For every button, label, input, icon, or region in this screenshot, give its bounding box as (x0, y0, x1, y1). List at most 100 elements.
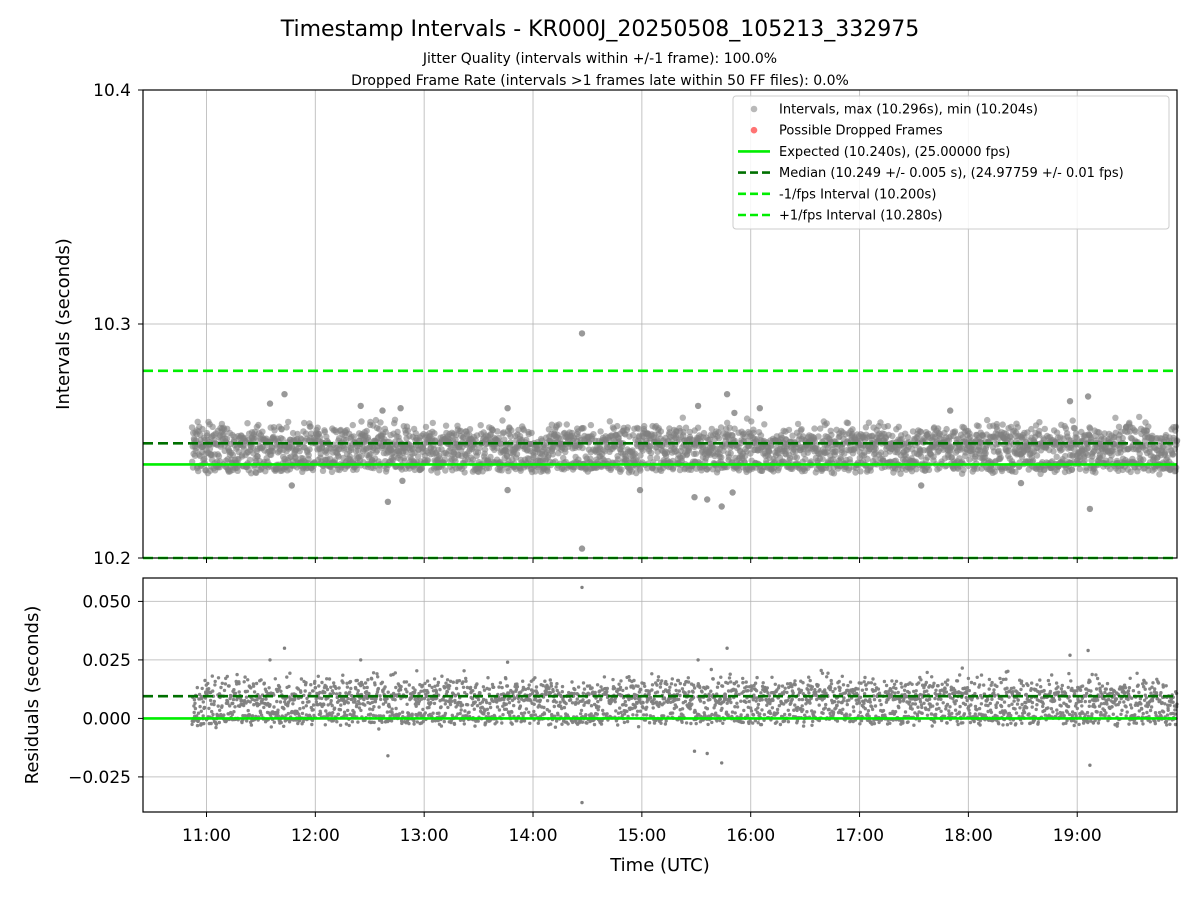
interval-point (844, 419, 852, 427)
residual-point (473, 700, 477, 704)
interval-point (1069, 417, 1076, 424)
interval-point (424, 457, 431, 464)
residual-point (691, 690, 695, 694)
residual-point (323, 690, 327, 695)
interval-point (314, 424, 321, 431)
residual-point (663, 722, 668, 726)
interval-point (394, 428, 401, 436)
residual-point (347, 723, 351, 728)
interval-point (1169, 451, 1177, 458)
residual-point (524, 707, 529, 711)
residual-point (377, 727, 381, 731)
residual-point (394, 685, 398, 690)
residual-point (211, 689, 215, 693)
interval-point (499, 417, 506, 424)
residual-point (579, 708, 584, 713)
interval-point (323, 449, 330, 456)
residual-point (432, 701, 437, 706)
residual-point (385, 697, 389, 701)
residual-point (202, 721, 206, 726)
interval-point (727, 450, 734, 457)
interval-point (244, 420, 251, 427)
interval-point (657, 428, 665, 435)
interval-point (798, 426, 805, 433)
residual-point (288, 671, 292, 675)
residual-point (216, 704, 220, 708)
interval-point (1156, 471, 1163, 478)
residual-point (560, 684, 565, 689)
residual-point (710, 720, 714, 725)
interval-point (477, 422, 484, 429)
residual-point (206, 681, 210, 686)
residual-point (547, 686, 551, 691)
interval-point (555, 421, 563, 428)
residual-point (645, 705, 649, 709)
residual-point (273, 677, 277, 681)
interval-point (679, 414, 686, 421)
residual-point (355, 702, 359, 707)
interval-point (283, 424, 290, 431)
residual-point (622, 720, 627, 725)
residual-point (320, 680, 324, 685)
residual-point (605, 686, 609, 691)
residual-point (310, 722, 314, 727)
legend-label: +1/fps Interval (10.280s) (779, 209, 943, 224)
residual-point (464, 679, 468, 683)
interval-point (442, 422, 450, 429)
residual-point (655, 690, 660, 694)
interval-point (766, 448, 773, 455)
residual-point (601, 708, 605, 713)
interval-point (580, 425, 587, 432)
residual-point (668, 685, 672, 689)
residual-point (636, 725, 641, 729)
legend-item: Possible Dropped Frames (750, 124, 943, 139)
residual-point (462, 669, 466, 673)
interval-point (587, 421, 595, 429)
residual-point (532, 709, 536, 714)
residual-point (282, 724, 286, 728)
residual-point (232, 688, 236, 692)
interval-point (884, 422, 892, 430)
residual-point (217, 720, 221, 725)
residual-point (660, 679, 664, 683)
residual-point (709, 667, 713, 672)
interval-point (528, 429, 535, 437)
residual-point (412, 719, 416, 723)
residual-point (223, 682, 228, 686)
residual-point (242, 680, 246, 684)
residual-point (547, 709, 552, 713)
residual-point (329, 685, 333, 689)
interval-point (1076, 465, 1084, 473)
residual-point (334, 686, 338, 691)
residual-point (669, 682, 674, 686)
residual-point (581, 698, 585, 702)
residual-point (394, 706, 398, 711)
interval-point (429, 419, 436, 427)
residual-point (706, 685, 710, 690)
residual-point (214, 725, 218, 730)
interval-point (259, 428, 266, 435)
residual-point (393, 671, 397, 675)
interval-point (975, 423, 982, 430)
interval-point-outlier (397, 405, 404, 412)
residual-point (386, 690, 390, 694)
residual-point (619, 679, 623, 683)
residual-point (439, 724, 444, 728)
residual-point (500, 685, 504, 690)
residual-point (371, 671, 376, 675)
residual-point (311, 689, 315, 693)
residual-point (686, 676, 690, 680)
residual-point (363, 681, 368, 685)
residual-point (440, 674, 444, 678)
residual-point (410, 712, 414, 716)
residual-point (211, 712, 215, 717)
residual-point (486, 711, 490, 716)
interval-point-outlier (723, 391, 731, 398)
residual-point (345, 685, 350, 689)
residual-point (488, 705, 493, 710)
residual-point (621, 688, 625, 693)
interval-point-outlier (357, 402, 364, 410)
interval-point (296, 448, 303, 455)
residual-point (556, 713, 560, 717)
